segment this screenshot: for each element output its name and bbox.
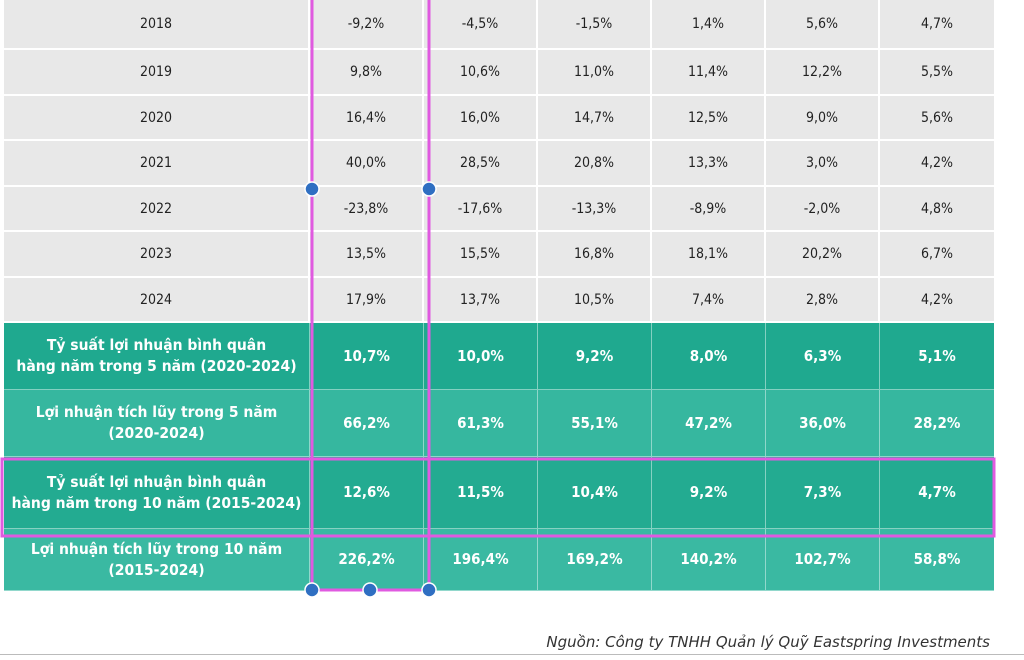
value-cell: -1,5% <box>538 0 652 50</box>
value-cell: 4,7% <box>880 0 994 50</box>
summary-label-line2: (2020-2024) <box>108 424 205 442</box>
value-cell: 9,8% <box>310 50 424 96</box>
summary-value: 10,4% <box>538 457 652 529</box>
year-cell: 2020 <box>4 96 310 141</box>
value-cell: 15,5% <box>424 232 538 278</box>
value-cell: 28,5% <box>424 141 538 187</box>
summary-value: 55,1% <box>538 390 652 457</box>
summary-value: 58,8% <box>880 529 994 591</box>
summary-label-line1: Tỷ suất lợi nhuận bình quân <box>46 472 267 491</box>
value-cell: 10,5% <box>538 278 652 323</box>
summary-label: Tỷ suất lợi nhuận bình quân hàng năm tron… <box>4 323 310 390</box>
table-row-2024: 2024 17,9% 13,7% 10,5% 7,4% 2,8% 4,2% <box>4 278 994 323</box>
value-cell: -17,6% <box>424 187 538 232</box>
summary-value: 140,2% <box>652 529 766 591</box>
summary-value: 36,0% <box>766 390 880 457</box>
value-cell: 11,4% <box>652 50 766 96</box>
value-cell: 16,0% <box>424 96 538 141</box>
summary-value: 9,2% <box>538 323 652 390</box>
value-cell: 20,2% <box>766 232 880 278</box>
summary-value: 66,2% <box>310 390 424 457</box>
value-cell: 5,5% <box>880 50 994 96</box>
table-row-2019: 2019 9,8% 10,6% 11,0% 11,4% 12,2% 5,5% <box>4 50 994 96</box>
value-cell: 12,5% <box>652 96 766 141</box>
summary-value: 11,5% <box>424 457 538 529</box>
summary-value: 102,7% <box>766 529 880 591</box>
value-cell: -8,9% <box>652 187 766 232</box>
value-cell: 5,6% <box>766 0 880 50</box>
value-cell: -23,8% <box>310 187 424 232</box>
value-cell: 4,2% <box>880 278 994 323</box>
value-cell: 6,7% <box>880 232 994 278</box>
value-cell: 13,5% <box>310 232 424 278</box>
summary-value: 8,0% <box>652 323 766 390</box>
summary-value: 10,7% <box>310 323 424 390</box>
value-cell: -2,0% <box>766 187 880 232</box>
value-cell: 12,2% <box>766 50 880 96</box>
summary-value: 28,2% <box>880 390 994 457</box>
value-cell: 11,0% <box>538 50 652 96</box>
summary-label: Tỷ suất lợi nhuận bình quân hàng năm tron… <box>4 457 310 529</box>
value-cell: 18,1% <box>652 232 766 278</box>
value-cell: 3,0% <box>766 141 880 187</box>
summary-label-line1: Lợi nhuận tích lũy trong 10 năm <box>30 539 283 558</box>
year-cell: 2021 <box>4 141 310 187</box>
table-row-2018: 2018 -9,2% -4,5% -1,5% 1,4% 5,6% 4,7% <box>4 0 994 50</box>
value-cell: -4,5% <box>424 0 538 50</box>
summary-value: 61,3% <box>424 390 538 457</box>
year-cell: 2019 <box>4 50 310 96</box>
value-cell: 14,7% <box>538 96 652 141</box>
summary-value: 169,2% <box>538 529 652 591</box>
value-cell: 16,8% <box>538 232 652 278</box>
value-cell: 16,4% <box>310 96 424 141</box>
table-row-2020: 2020 16,4% 16,0% 14,7% 12,5% 9,0% 5,6% <box>4 96 994 141</box>
year-cell: 2024 <box>4 278 310 323</box>
summary-row-cum-10y: Lợi nhuận tích lũy trong 10 năm (2015-202… <box>4 529 994 591</box>
value-cell: 7,4% <box>652 278 766 323</box>
value-cell: 20,8% <box>538 141 652 187</box>
summary-value: 47,2% <box>652 390 766 457</box>
divider <box>0 654 1024 655</box>
value-cell: 9,0% <box>766 96 880 141</box>
value-cell: 17,9% <box>310 278 424 323</box>
summary-value: 4,7% <box>880 457 994 529</box>
summary-value: 10,0% <box>424 323 538 390</box>
year-cell: 2022 <box>4 187 310 232</box>
value-cell: -13,3% <box>538 187 652 232</box>
year-cell: 2018 <box>4 0 310 50</box>
summary-row-avg-5y: Tỷ suất lợi nhuận bình quân hàng năm tron… <box>4 323 994 390</box>
summary-value: 226,2% <box>310 529 424 591</box>
value-cell: 5,6% <box>880 96 994 141</box>
value-cell: -9,2% <box>310 0 424 50</box>
summary-value: 196,4% <box>424 529 538 591</box>
summary-row-cum-5y: Lợi nhuận tích lũy trong 5 năm (2020-2024… <box>4 390 994 457</box>
summary-label: Lợi nhuận tích lũy trong 10 năm (2015-202… <box>4 529 310 591</box>
summary-label: Lợi nhuận tích lũy trong 5 năm (2020-2024… <box>4 390 310 457</box>
summary-label-line1: Lợi nhuận tích lũy trong 5 năm <box>35 403 278 421</box>
summary-label-line1: Tỷ suất lợi nhuận bình quân <box>46 336 267 354</box>
returns-table: 2018 -9,2% -4,5% -1,5% 1,4% 5,6% 4,7% 20… <box>4 0 994 591</box>
summary-label-line2: hàng năm trong 10 năm (2015-2024) <box>11 493 302 512</box>
summary-value: 7,3% <box>766 457 880 529</box>
year-cell: 2023 <box>4 232 310 278</box>
summary-row-avg-10y: Tỷ suất lợi nhuận bình quân hàng năm tron… <box>4 457 994 529</box>
summary-value: 9,2% <box>652 457 766 529</box>
value-cell: 4,2% <box>880 141 994 187</box>
value-cell: 4,8% <box>880 187 994 232</box>
summary-value: 12,6% <box>310 457 424 529</box>
summary-label-line2: hàng năm trong 5 năm (2020-2024) <box>16 357 297 375</box>
source-caption: Nguồn: Công ty TNHH Quản lý Quỹ Eastspri… <box>546 633 990 651</box>
value-cell: 40,0% <box>310 141 424 187</box>
table-row-2021: 2021 40,0% 28,5% 20,8% 13,3% 3,0% 4,2% <box>4 141 994 187</box>
summary-label-line2: (2015-2024) <box>108 560 205 579</box>
summary-value: 5,1% <box>880 323 994 390</box>
summary-value: 6,3% <box>766 323 880 390</box>
value-cell: 10,6% <box>424 50 538 96</box>
value-cell: 1,4% <box>652 0 766 50</box>
value-cell: 13,7% <box>424 278 538 323</box>
value-cell: 2,8% <box>766 278 880 323</box>
value-cell: 13,3% <box>652 141 766 187</box>
table-row-2022: 2022 -23,8% -17,6% -13,3% -8,9% -2,0% 4,… <box>4 187 994 232</box>
table-row-2023: 2023 13,5% 15,5% 16,8% 18,1% 20,2% 6,7% <box>4 232 994 278</box>
